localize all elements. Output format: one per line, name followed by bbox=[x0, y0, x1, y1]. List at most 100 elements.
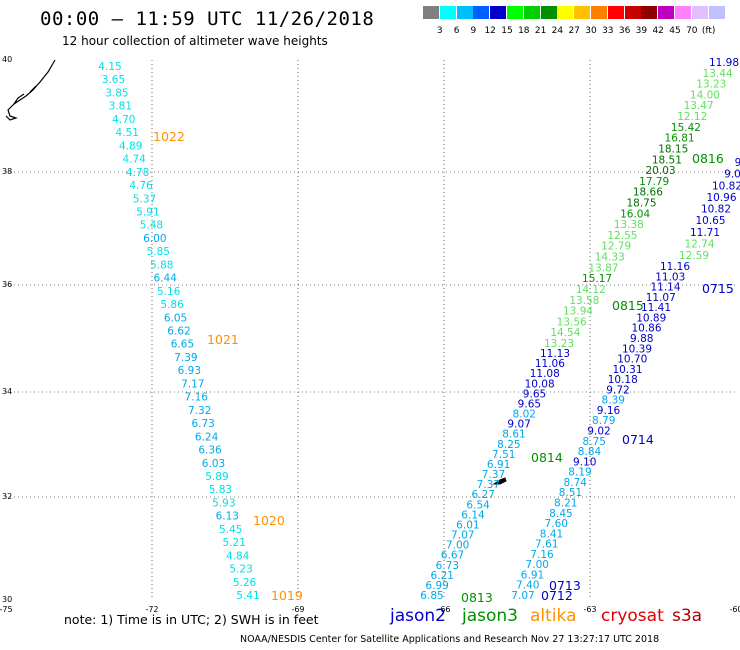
colorbar-label: 24 bbox=[551, 26, 564, 36]
jason3-wave-value: 6.27 bbox=[472, 489, 495, 501]
colorbar-label: 6 bbox=[453, 26, 460, 36]
colorbar-cell bbox=[439, 6, 456, 19]
jason3-wave-value: 7.07 bbox=[451, 530, 474, 542]
cryosat-wave-value: 4.74 bbox=[122, 154, 146, 166]
coastline bbox=[5, 59, 56, 121]
jason3-wave-value: 11.06 bbox=[535, 358, 565, 370]
jason3-wave-value: 6.91 bbox=[487, 459, 510, 471]
latitude-tick-label: 34 bbox=[2, 387, 12, 396]
jason3-wave-value: 11.08 bbox=[530, 368, 560, 380]
jason3-wave-value: 18.15 bbox=[658, 143, 688, 155]
jason3-wave-value: 13.56 bbox=[557, 316, 587, 328]
bermuda bbox=[492, 477, 507, 485]
jason3-wave-value: 10.96 bbox=[706, 192, 736, 204]
cryosat-wave-value: 6.36 bbox=[198, 445, 222, 457]
jason3-wave-value: 9.88 bbox=[630, 333, 653, 345]
jason3-wave-value: 9.10 bbox=[573, 456, 596, 468]
jason3-wave-value: 7.40 bbox=[516, 580, 539, 592]
cryosat-wave-value: 4.15 bbox=[98, 61, 121, 73]
jason3-wave-value: 14.54 bbox=[550, 327, 580, 339]
jason3-wave-value: 18.66 bbox=[633, 187, 663, 199]
jason3-wave-value: 10.86 bbox=[631, 323, 661, 335]
jason3-wave-value: 14.00 bbox=[690, 89, 720, 101]
colorbar-cell bbox=[473, 6, 490, 19]
jason3-wave-value: 11.03 bbox=[655, 271, 685, 283]
jason3-wave-value: 12.74 bbox=[684, 238, 714, 250]
longitude-tick-label: -63 bbox=[583, 605, 596, 614]
jason3-wave-value: 9.65 bbox=[523, 388, 546, 400]
cryosat-wave-value: 5.37 bbox=[133, 193, 156, 205]
jason3-wave-value: 8.75 bbox=[583, 436, 606, 448]
chart-title: 00:00 — 11:59 UTC 11/26/2018 bbox=[40, 8, 375, 30]
jason3-wave-value: 9.0 bbox=[724, 169, 740, 181]
jason3-wave-value: 9.65 bbox=[518, 398, 541, 410]
colorbar-cell bbox=[641, 6, 658, 19]
longitude-tick-label: -69 bbox=[291, 605, 304, 614]
colorbar-label: 15 bbox=[501, 26, 513, 36]
colorbar-label: 33 bbox=[602, 26, 614, 36]
jason3-wave-value: 10.82 bbox=[712, 180, 740, 192]
cryosat-wave-value: 6.00 bbox=[143, 233, 166, 245]
colorbar-label: 3 bbox=[436, 26, 443, 36]
cryosat-wave-value: 5.93 bbox=[212, 497, 235, 509]
jason3-wave-value: 9.72 bbox=[606, 384, 629, 396]
colorbar-cell bbox=[540, 6, 557, 19]
colorbar-cell bbox=[607, 6, 624, 19]
cryosat-wave-value: 4.76 bbox=[129, 180, 153, 192]
colorbar-label: 30 bbox=[585, 26, 597, 36]
colorbar-cell bbox=[708, 6, 725, 19]
cryosat-wave-value: 5.88 bbox=[150, 259, 173, 271]
jason3-wave-value: 8.39 bbox=[602, 395, 625, 407]
longitude-tick-label: -60 bbox=[729, 605, 740, 614]
pass-time-label-0815: 0815 bbox=[612, 298, 644, 313]
jason3-wave-value: 8.21 bbox=[554, 497, 577, 509]
jason3-wave-value: 20.03 bbox=[646, 165, 676, 177]
colorbar-cell bbox=[456, 6, 473, 19]
jason3-wave-value: 11.71 bbox=[690, 227, 720, 239]
jason3-wave-value: 6.73 bbox=[436, 560, 459, 572]
jason3-wave-value: 10.89 bbox=[636, 312, 666, 324]
jason3-wave-value: 8.45 bbox=[549, 508, 572, 520]
jason3-wave-value: 16.04 bbox=[620, 208, 650, 220]
jason3-wave-value: 15.17 bbox=[582, 273, 612, 285]
cryosat-wave-value: 6.03 bbox=[202, 458, 225, 470]
colorbar-cell bbox=[423, 6, 439, 19]
chart-subtitle: 12 hour collection of altimeter wave hei… bbox=[62, 34, 328, 48]
latitude-tick-label: 32 bbox=[2, 492, 12, 501]
latitude-tick-label: 38 bbox=[2, 167, 12, 176]
cryosat-wave-value: 4.78 bbox=[126, 167, 149, 179]
jason3-wave-value: 10.82 bbox=[701, 204, 731, 216]
jason3-wave-value: 7.51 bbox=[492, 449, 515, 461]
cryosat-wave-value: 5.86 bbox=[160, 299, 184, 311]
colorbar-label: 18 bbox=[518, 26, 530, 36]
jason3-wave-value: 13.94 bbox=[563, 306, 593, 318]
pass-time-label-0713: 0713 bbox=[549, 578, 581, 593]
cryosat-wave-value: 6.13 bbox=[216, 511, 239, 523]
jason3-wave-value: 7.16 bbox=[530, 549, 554, 561]
cryosat-wave-value: 6.05 bbox=[164, 312, 187, 324]
cryosat-wave-value: 5.91 bbox=[136, 206, 159, 218]
colorbar-cell bbox=[523, 6, 540, 19]
cryosat-wave-value: 7.16 bbox=[185, 392, 209, 404]
cryosat-wave-value: 6.65 bbox=[171, 339, 194, 351]
cryosat-wave-value: 4.84 bbox=[226, 550, 250, 562]
jason3-wave-value: 12.55 bbox=[607, 230, 637, 242]
jason3-wave-value: 18.75 bbox=[626, 198, 656, 210]
jason3-wave-value: 8.61 bbox=[502, 429, 525, 441]
jason3-wave-value: 12.79 bbox=[601, 241, 631, 253]
cryosat-wave-value: 3.81 bbox=[109, 101, 132, 113]
colorbar-cell bbox=[658, 6, 675, 19]
latitude-tick-label: 30 bbox=[2, 595, 12, 604]
longitude-tick-label: -72 bbox=[145, 605, 158, 614]
bermuda-outline bbox=[492, 477, 507, 485]
jason3-wave-value: 11.13 bbox=[540, 348, 570, 360]
pass-time-label-1021: 1021 bbox=[207, 332, 239, 347]
colorbar-label: 21 bbox=[534, 26, 547, 36]
cryosat-wave-value: 4.51 bbox=[116, 127, 139, 139]
colorbar-label: 45 bbox=[669, 26, 681, 36]
jason3-wave-value: 8.51 bbox=[559, 487, 582, 499]
jason3-wave-value: 7.07 bbox=[511, 590, 534, 602]
colorbar-label: 42 bbox=[652, 26, 664, 36]
pass-time-label-1019: 1019 bbox=[271, 588, 303, 603]
coastline-north-carolina bbox=[5, 59, 56, 121]
